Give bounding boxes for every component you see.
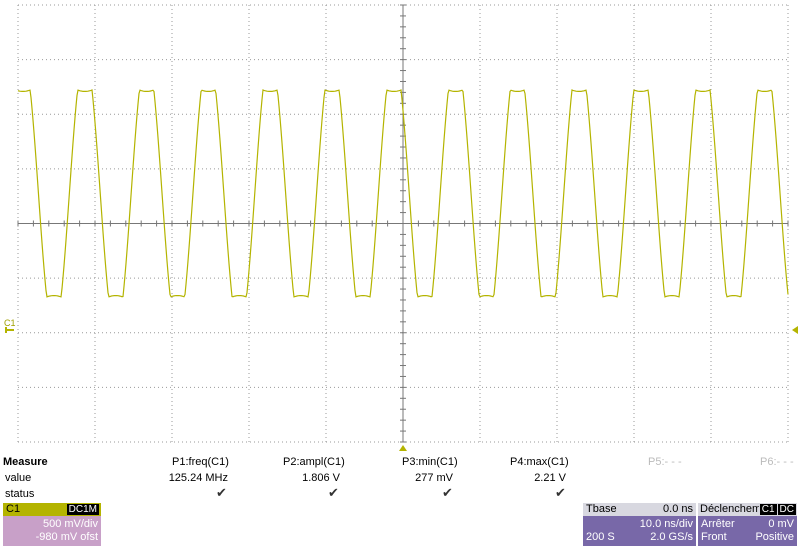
param-value: 125.24 MHz (168, 472, 228, 484)
channel-offset: -980 mV ofst (35, 531, 98, 543)
waveform-display: C1 (4, 4, 798, 451)
param-value: 277 mV (415, 472, 453, 484)
trigger-polarity: Positive (755, 531, 794, 543)
param-label[interactable]: P5:- - - (648, 456, 682, 468)
coupling-badge: DC1M (66, 504, 99, 515)
trigger-source: C1 (759, 504, 777, 515)
status-check: ✔ (442, 485, 453, 500)
status-check: ✔ (216, 485, 227, 500)
trigger-mode: Arrêter (701, 518, 735, 530)
row-label: value (5, 472, 32, 484)
timebase-samples: 200 S (586, 531, 615, 543)
channel-label: C1 (6, 503, 21, 515)
trigger-time-marker (399, 445, 407, 451)
trigger-box[interactable]: Déclenchem C1 DC Arrêter 0 mV Front Posit… (698, 503, 797, 546)
channel-marker-tick (5, 327, 14, 333)
param-label[interactable]: P6:- - - (760, 456, 794, 468)
channel-marker: C1 (4, 318, 16, 328)
trigger-level: 0 mV (768, 518, 794, 530)
timebase-scale: 10.0 ns/div (639, 518, 693, 530)
waveform-trace (17, 89, 789, 298)
param-label[interactable]: P3:min(C1) (402, 456, 458, 468)
param-value: 2.21 V (534, 472, 566, 484)
trigger-label: Déclenchem (700, 503, 762, 515)
trigger-slope: Front (701, 531, 727, 543)
timebase-box[interactable]: Tbase 0.0 ns 10.0 ns/div 200 S 2.0 GS/s (583, 503, 696, 546)
measure-title: Measure (3, 456, 48, 468)
param-value: 1.806 V (302, 472, 340, 484)
row-label: status (5, 488, 35, 500)
channel-box[interactable]: C1 DC1M 500 mV/div -980 mV ofst (3, 503, 101, 546)
channel-scale: 500 mV/div (42, 518, 98, 530)
param-label[interactable]: P2:ampl(C1) (283, 456, 345, 468)
param-label[interactable]: P1:freq(C1) (172, 456, 229, 468)
trigger-coupling: DC (777, 504, 796, 515)
timebase-label: Tbase (586, 503, 617, 515)
trigger-level-marker (792, 326, 798, 334)
timebase-delay: 0.0 ns (663, 503, 693, 515)
param-label[interactable]: P4:max(C1) (510, 456, 569, 468)
timebase-rate: 2.0 GS/s (650, 531, 693, 543)
status-check: ✔ (328, 485, 339, 500)
status-check: ✔ (555, 485, 566, 500)
